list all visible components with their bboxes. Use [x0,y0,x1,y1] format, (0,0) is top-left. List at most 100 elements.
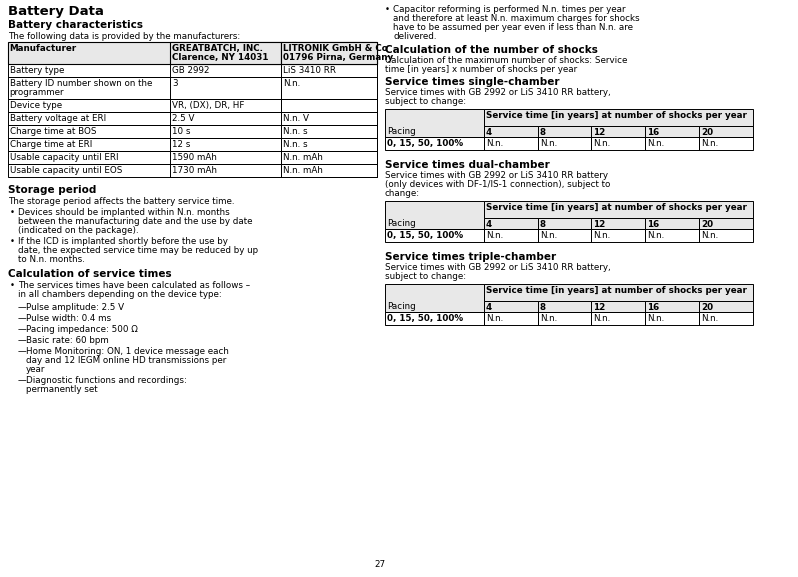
Text: N.n.: N.n. [539,231,557,240]
Text: The services times have been calculated as follows –: The services times have been calculated … [18,281,251,290]
Bar [484,312,538,325]
Bar [538,137,591,150]
Text: 1590 mAh: 1590 mAh [172,153,217,162]
Bar [645,218,699,229]
Text: time [in years] x number of shocks per year: time [in years] x number of shocks per y… [385,65,577,74]
Text: 16: 16 [647,303,659,312]
Bar [591,218,645,229]
Text: N.n.: N.n. [701,231,718,240]
Text: Usable capacity until EOS: Usable capacity until EOS [10,166,122,175]
Text: 2.5 V: 2.5 V [172,114,195,123]
Text: subject to change:: subject to change: [385,97,466,106]
Text: Battery type: Battery type [10,66,64,75]
Bar [281,125,377,138]
Text: programmer: programmer [10,88,64,97]
Text: Service times with GB 2992 or LiS 3410 RR battery: Service times with GB 2992 or LiS 3410 R… [385,171,608,180]
Text: date, the expected service time may be reduced by up: date, the expected service time may be r… [18,246,259,255]
Text: 8: 8 [539,303,546,312]
Text: subject to change:: subject to change: [385,272,466,281]
Text: 0, 15, 50, 100%: 0, 15, 50, 100% [387,314,463,323]
Text: Charge time at ERI: Charge time at ERI [10,140,92,149]
Bar [591,229,645,242]
Text: in all chambers depending on the device type:: in all chambers depending on the device … [18,290,222,299]
Bar [385,201,484,229]
Bar [645,229,699,242]
Text: N.n.: N.n. [701,139,718,148]
Bar [484,284,753,301]
Text: Battery ID number shown on the: Battery ID number shown on the [10,79,152,88]
Bar [8,151,377,164]
Text: permanently set: permanently set [26,385,97,394]
Bar [281,151,377,164]
Bar [281,42,377,64]
Text: Clarence, NY 14031: Clarence, NY 14031 [172,53,269,62]
Text: day and 12 IEGM online HD transmissions per: day and 12 IEGM online HD transmissions … [26,356,226,365]
Text: Battery voltage at ERI: Battery voltage at ERI [10,114,105,123]
Text: year: year [26,365,45,374]
Text: N.n.: N.n. [647,139,664,148]
Text: N.n.: N.n. [647,314,664,323]
Bar [385,284,484,312]
Text: Pacing: Pacing [387,127,416,136]
Text: 8: 8 [539,220,546,229]
Bar [484,126,538,137]
Text: N.n.: N.n. [594,314,610,323]
Text: GREATBATCH, INC.: GREATBATCH, INC. [172,44,263,53]
Text: 27: 27 [374,560,385,569]
Text: Usable capacity until ERI: Usable capacity until ERI [10,153,118,162]
Text: N.n.: N.n. [539,314,557,323]
Bar [385,137,484,150]
Bar [645,301,699,312]
Text: Battery Data: Battery Data [8,5,104,18]
Text: GB 2992: GB 2992 [172,66,210,75]
Text: N.n.: N.n. [283,79,300,88]
Text: 16: 16 [647,128,659,137]
Bar [538,218,591,229]
Text: Service times with GB 2992 or LiS 3410 RR battery,: Service times with GB 2992 or LiS 3410 R… [385,88,610,97]
Bar [281,112,377,125]
Text: have to be assumed per year even if less than N.n. are: have to be assumed per year even if less… [393,23,634,32]
Text: to N.n. months.: to N.n. months. [18,255,85,264]
Text: delivered.: delivered. [393,32,437,41]
Text: —: — [17,376,26,385]
Bar [484,137,538,150]
Text: Basic rate: 60 bpm: Basic rate: 60 bpm [26,336,109,345]
Bar [591,126,645,137]
Bar [645,312,699,325]
Text: Devices should be implanted within N.n. months: Devices should be implanted within N.n. … [18,208,230,217]
Text: Device type: Device type [10,101,61,110]
Text: Service times triple-chamber: Service times triple-chamber [385,252,556,262]
Bar [699,126,753,137]
Text: N.n.: N.n. [594,139,610,148]
Bar [645,137,699,150]
Bar [699,301,753,312]
Text: 20: 20 [701,128,713,137]
Text: and therefore at least N.n. maximum charges for shocks: and therefore at least N.n. maximum char… [393,14,640,23]
Text: Charge time at BOS: Charge time at BOS [10,127,96,136]
Text: 4: 4 [486,220,492,229]
Text: Pacing: Pacing [387,302,416,311]
Text: •: • [385,5,390,14]
Text: Battery characteristics: Battery characteristics [8,20,143,30]
Bar [8,125,377,138]
Text: If the ICD is implanted shortly before the use by: If the ICD is implanted shortly before t… [18,237,228,246]
Text: N.n. mAh: N.n. mAh [283,166,323,175]
Text: VR, (DX), DR, HF: VR, (DX), DR, HF [172,101,244,110]
Text: —: — [17,347,26,356]
Text: 16: 16 [647,220,659,229]
Text: Calculation of the maximum number of shocks: Service: Calculation of the maximum number of sho… [385,56,627,65]
Bar [591,301,645,312]
Text: Service times single-chamber: Service times single-chamber [385,77,559,87]
Text: —: — [17,303,26,312]
Text: Calculation of the number of shocks: Calculation of the number of shocks [385,45,598,55]
Text: •: • [10,281,14,290]
Bar [281,77,377,99]
Bar [281,64,377,77]
Bar [8,164,377,177]
Text: Service times with GB 2992 or LiS 3410 RR battery,: Service times with GB 2992 or LiS 3410 R… [385,263,610,272]
Text: Manufacturer: Manufacturer [10,44,77,53]
Bar [170,64,281,77]
Text: Service time [in years] at number of shocks per year: Service time [in years] at number of sho… [486,203,747,212]
Bar [170,112,281,125]
Bar [538,312,591,325]
